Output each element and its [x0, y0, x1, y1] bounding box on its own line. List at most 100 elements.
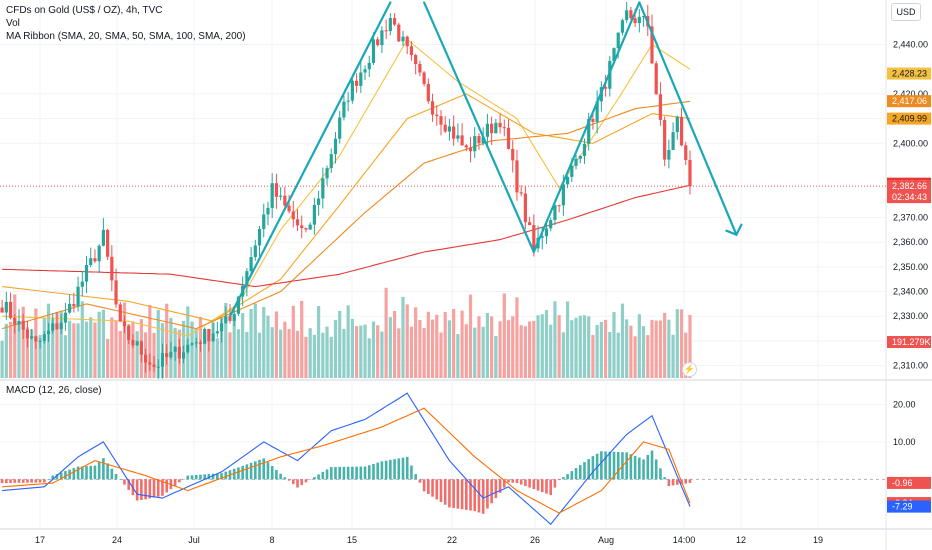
- macd-histogram-bar: [106, 463, 109, 480]
- volume-bar: [114, 320, 118, 378]
- candle-body: [203, 328, 207, 344]
- price-tag-bg: [887, 180, 931, 193]
- candle-body: [494, 122, 498, 134]
- ma-ribbon-label[interactable]: MA Ribbon (SMA, 20, SMA, 50, SMA, 100, S…: [6, 31, 246, 42]
- candle-body: [540, 236, 544, 238]
- volume-bar: [97, 311, 101, 378]
- candle-body: [194, 342, 198, 344]
- macd-histogram-bar: [93, 465, 97, 480]
- volume-bar: [544, 310, 549, 378]
- volume-bar: [452, 308, 456, 378]
- volume-bar: [42, 317, 46, 378]
- macd-histogram-bar: [342, 466, 346, 480]
- price-tag: 2,417.06: [892, 96, 927, 106]
- candle-body: [283, 195, 287, 206]
- volume-bar: [532, 320, 536, 378]
- countdown-tag-bg: [887, 191, 931, 204]
- macd-histogram-bar: [414, 474, 417, 480]
- volume-bar: [127, 324, 131, 378]
- price-tag-bg: [887, 95, 931, 108]
- macd-histogram-bar: [72, 468, 76, 480]
- bolt-icon[interactable]: ⚡: [682, 362, 697, 377]
- volume-bar: [540, 314, 544, 378]
- volume-bar: [388, 317, 392, 378]
- candle-body: [675, 116, 679, 133]
- volume-bar: [68, 320, 72, 378]
- macd-histogram-bar: [21, 479, 25, 483]
- volume-bar: [565, 301, 570, 378]
- candle-body: [633, 18, 637, 24]
- macd-histogram-bar: [604, 451, 607, 480]
- volume-bar: [89, 317, 93, 378]
- volume-bar: [646, 335, 650, 378]
- candle-body: [523, 193, 527, 223]
- volume-bar: [321, 332, 325, 378]
- volume-bar: [350, 318, 354, 378]
- volume-bar: [63, 335, 68, 378]
- volume-bar: [430, 319, 435, 378]
- macd-histogram-bar: [477, 479, 481, 513]
- volume-bar: [620, 303, 625, 378]
- candle-body: [295, 219, 300, 226]
- symbol-title[interactable]: CFDs on Gold (US$ / OZ), 4h, TVC: [6, 5, 163, 16]
- macd-histogram-bar: [76, 466, 80, 480]
- macd-histogram-bar: [118, 479, 122, 480]
- candle-body: [346, 100, 350, 102]
- macd-histogram-bar: [266, 462, 270, 480]
- macd-histogram-bar: [237, 467, 240, 480]
- volume-bar: [405, 304, 409, 378]
- candle-body: [473, 136, 477, 152]
- candle-body: [553, 205, 557, 220]
- candle-body: [591, 119, 595, 122]
- time-tick-label: 8: [269, 535, 274, 545]
- candle-body: [354, 80, 359, 86]
- volume-bar: [608, 331, 612, 378]
- candle-body: [574, 158, 578, 166]
- candle-body: [186, 344, 190, 353]
- volume-bar: [414, 307, 418, 378]
- volume-bar: [679, 309, 684, 378]
- macd-histogram-bar: [59, 472, 63, 480]
- macd-histogram-bar: [321, 471, 325, 480]
- macd-histogram-bar: [17, 479, 21, 483]
- volume-bars: [0, 287, 692, 378]
- macd-histogram-bar: [165, 479, 168, 493]
- candle-body: [207, 328, 211, 342]
- pattern-lines: [228, 1, 743, 318]
- volume-bar: [359, 325, 363, 378]
- candle-body: [561, 184, 565, 206]
- currency-button[interactable]: USD: [891, 3, 921, 21]
- vol-label[interactable]: Vol: [6, 18, 20, 29]
- macd-histogram-bar: [443, 479, 447, 505]
- volume-bar: [21, 306, 25, 378]
- candle-body: [300, 225, 304, 229]
- macd-histogram-bar: [0, 479, 4, 484]
- candle-body: [42, 334, 46, 341]
- candle-body: [152, 364, 156, 367]
- candle-body: [253, 245, 257, 258]
- volume-bar: [317, 305, 321, 378]
- volume-bar: [439, 332, 443, 378]
- volume-bar: [650, 319, 654, 378]
- time-tick-label: 24: [112, 535, 122, 545]
- volume-bar: [629, 325, 633, 378]
- macd-label[interactable]: MACD (12, 26, close): [6, 385, 102, 396]
- macd-histogram-bar: [591, 456, 595, 480]
- candle-body: [401, 36, 405, 42]
- candle-body: [650, 26, 654, 64]
- volume-bar: [654, 320, 658, 378]
- volume-bar: [13, 294, 17, 378]
- macd-histogram-bar: [583, 462, 586, 480]
- macd-histogram-bar: [650, 450, 654, 480]
- candle-body: [367, 62, 371, 70]
- candle-body: [528, 222, 532, 226]
- candle-body: [46, 330, 51, 335]
- macd-histogram-bar: [671, 479, 675, 486]
- candle-body: [51, 323, 55, 331]
- candle-body: [321, 178, 325, 199]
- volume-bar: [367, 338, 371, 378]
- volume-bar: [219, 317, 224, 378]
- candle-body: [127, 326, 131, 341]
- macd-legend: MACD (12, 26, close): [6, 384, 102, 397]
